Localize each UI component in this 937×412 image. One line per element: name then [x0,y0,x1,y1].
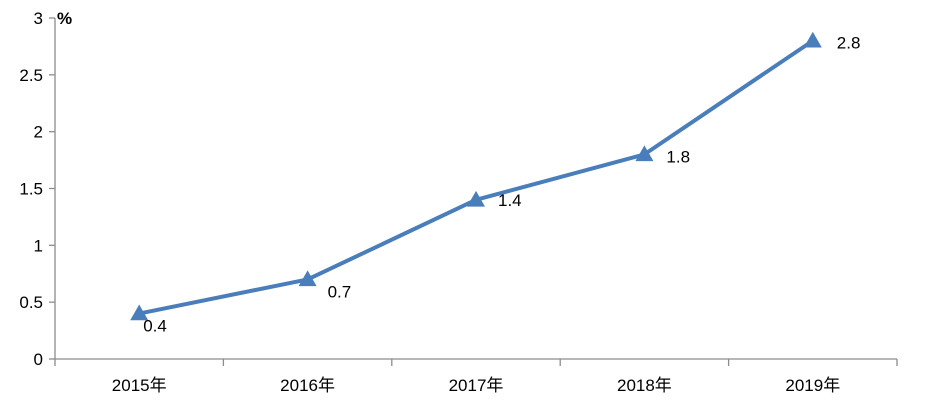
x-axis-ticks: 2015年 2016年 2017年 2018年 2019年 [54,359,898,395]
y-axis-unit-label: % [57,9,72,28]
y-tick-label: 0 [34,350,43,369]
data-point-marker [803,31,822,48]
x-tick-label: 2019年 [785,376,840,395]
x-tick-label: 2018年 [617,376,672,395]
data-label: 0.7 [328,282,352,301]
y-tick-label: 1.5 [19,180,43,199]
data-label: 2.8 [837,34,861,53]
y-tick-label: 2 [34,123,43,142]
y-tick-label: 2.5 [19,66,43,85]
data-point-marker [467,190,485,207]
x-tick-label: 2015年 [112,376,167,395]
y-tick-label: 3 [34,9,43,28]
data-point-marker [635,145,654,162]
y-tick-label: 1 [34,236,43,255]
data-label: 1.4 [498,191,522,210]
data-point-marker [130,304,149,321]
data-label: 0.4 [143,317,167,336]
series-line [137,38,815,316]
series-group: 0.4 0.7 1.4 1.8 2.8 [130,31,861,336]
y-axis-ticks: 0 0.5 1 1.5 2 2.5 3 [19,9,55,369]
y-tick-label: 0.5 [19,293,43,312]
x-tick-label: 2017年 [449,376,504,395]
x-tick-label: 2016年 [280,376,335,395]
axes: 0 0.5 1 1.5 2 2.5 3 2015年 2016年 2017年 2018年 2019年 [19,9,898,395]
data-point-marker [298,270,317,287]
data-label: 1.8 [666,147,690,166]
